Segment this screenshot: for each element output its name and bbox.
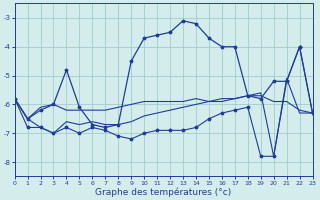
X-axis label: Graphe des températures (°c): Graphe des températures (°c): [95, 187, 232, 197]
